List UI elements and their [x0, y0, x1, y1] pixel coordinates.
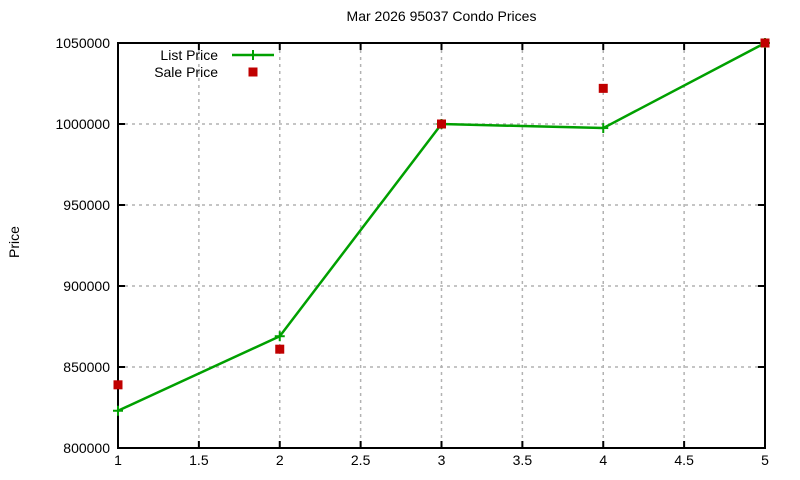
x-tick-label: 4.5 — [674, 452, 694, 468]
legend: List Price Sale Price — [118, 46, 280, 80]
x-tick-label: 1.5 — [189, 452, 209, 468]
y-tick-label: 900000 — [63, 278, 110, 294]
x-tick-label: 3 — [437, 452, 446, 468]
legend-item-sale-price: Sale Price — [118, 63, 280, 80]
legend-square-sample-icon — [224, 64, 280, 80]
legend-item-list-price: List Price — [118, 46, 280, 63]
y-tick-label: 950000 — [63, 197, 110, 213]
legend-label-list-price: List Price — [160, 46, 218, 63]
y-tick-label: 1050000 — [55, 35, 110, 51]
x-tick-label: 5 — [761, 452, 769, 468]
legend-line-plus-sample-icon — [224, 47, 280, 63]
y-tick-label: 800000 — [63, 440, 110, 456]
chart-title: Mar 2026 95037 Condo Prices — [346, 8, 537, 24]
x-tick-label: 2 — [275, 452, 284, 468]
y-tick-label: 850000 — [63, 359, 110, 375]
x-tick-label: 4 — [599, 452, 608, 468]
x-tick-label: 1 — [114, 452, 122, 468]
x-tick-label: 3.5 — [512, 452, 533, 468]
legend-label-sale-price: Sale Price — [154, 63, 218, 80]
x-tick-label: 2.5 — [350, 452, 371, 468]
y-tick-label: 1000000 — [55, 116, 110, 132]
